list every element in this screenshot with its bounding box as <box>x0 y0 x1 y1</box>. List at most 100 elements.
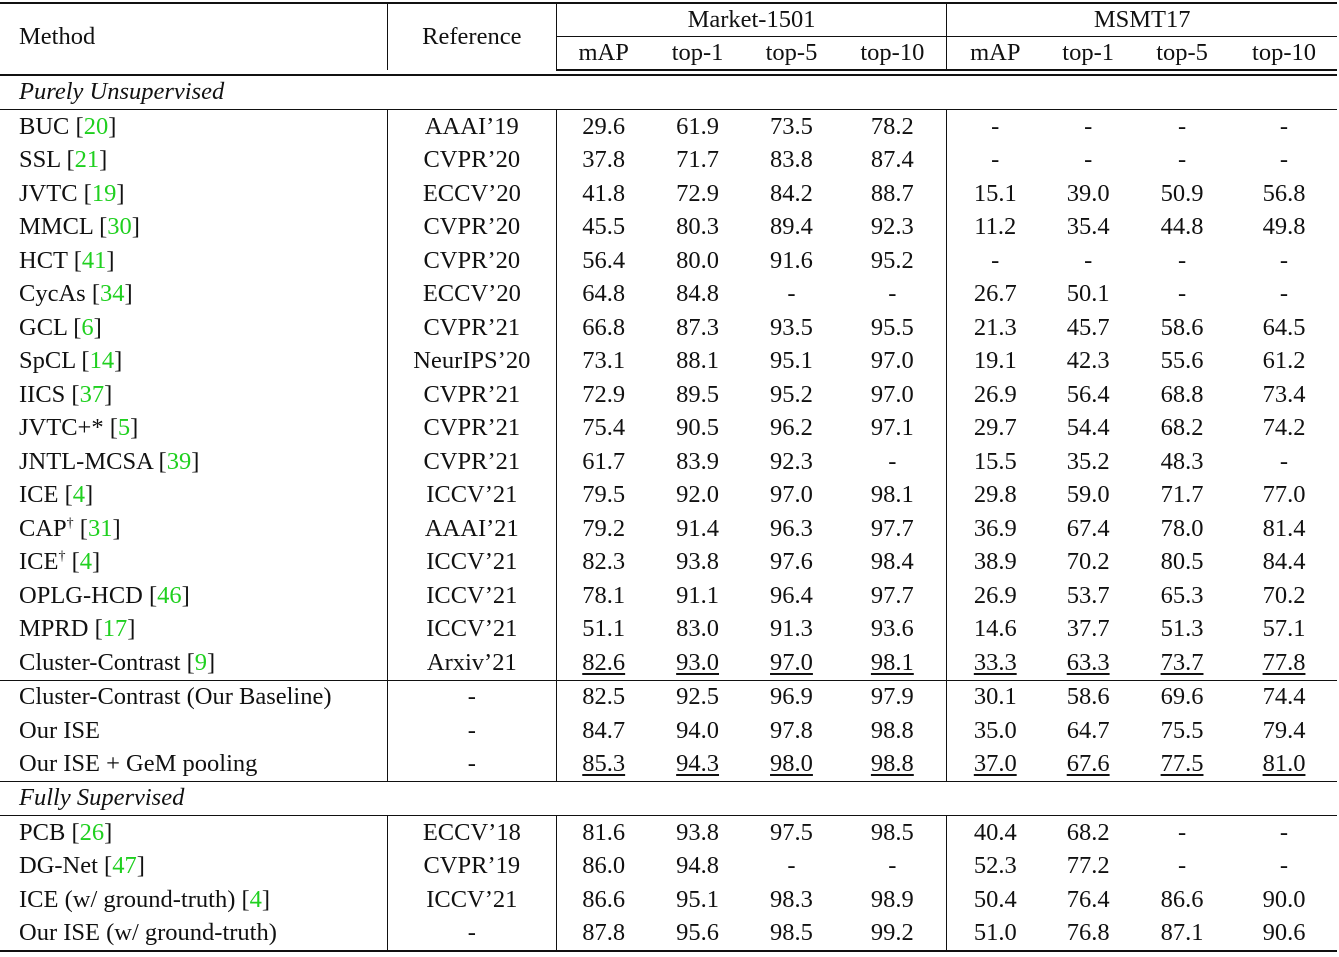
market-top1-value: 94.8 <box>676 852 720 879</box>
market-map-cell: 85.3 <box>556 747 651 782</box>
citation-link[interactable]: 41 <box>81 246 107 274</box>
method-cell: JVTC+* [5] <box>19 414 139 441</box>
market-top5-value: 97.0 <box>770 481 813 508</box>
citation-link[interactable]: 37 <box>79 380 105 408</box>
method-cell: OPLG-HCD [46] <box>19 581 190 609</box>
citation-link[interactable]: 47 <box>112 852 137 879</box>
market-top1-value: 93.8 <box>676 548 720 575</box>
citation-link[interactable]: 9 <box>194 648 208 676</box>
market-top10-value: 98.1 <box>870 648 914 676</box>
msmt-top5-cell: 44.8 <box>1133 211 1231 245</box>
method-name: CAP <box>19 514 67 542</box>
msmt-top1-cell: 50.1 <box>1043 278 1133 312</box>
msmt-map-cell: 15.1 <box>947 177 1043 211</box>
msmt-top5-value: 48.3 <box>1160 447 1204 475</box>
method-name: IICS <box>19 380 66 408</box>
method-cell: JNTL-MCSA [39] <box>19 447 200 475</box>
msmt-top1-value: 54.4 <box>1066 414 1110 441</box>
column-header-reference: Reference <box>386 2 557 70</box>
market-top5-cell: 91.3 <box>745 613 839 647</box>
method-name: SpCL <box>19 347 76 374</box>
citation-link[interactable]: 31 <box>87 514 113 542</box>
msmt-top5-cell: 58.6 <box>1133 311 1231 345</box>
msmt-map-value: 26.9 <box>973 380 1017 408</box>
market-map-value: 82.3 <box>582 548 626 575</box>
citation-link[interactable]: 4 <box>72 481 86 508</box>
msmt-top1-cell: 39.0 <box>1043 177 1133 211</box>
msmt-top5-value: 75.5 <box>1160 716 1204 744</box>
msmt-top5-cell: 80.5 <box>1133 546 1231 580</box>
method-name: ICE <box>19 548 59 575</box>
market-top5-value: 96.2 <box>770 414 813 441</box>
market-top10-cell: 97.0 <box>838 378 948 412</box>
market-top5-cell: 97.0 <box>744 646 839 681</box>
table-row: CAP† [31] AAAI’21 79.2 91.4 96.3 97.7 36.9 67.4… <box>0 512 1337 546</box>
market-map-cell: 72.9 <box>556 378 650 412</box>
market-map-value: 66.8 <box>582 313 626 341</box>
dagger-marker: † <box>58 549 66 564</box>
method-cell: GCL [6] <box>19 313 102 341</box>
msmt-top10-value: 77.0 <box>1262 481 1306 508</box>
citation-link[interactable]: 14 <box>89 347 115 374</box>
reference-cell: ECCV’20 <box>386 177 557 211</box>
msmt-map-cell: 38.9 <box>947 546 1043 580</box>
method-name: Cluster-Contrast (Our Baseline) <box>19 683 332 710</box>
market-top5-value: 89.4 <box>770 213 813 240</box>
msmt-top10-cell: - <box>1231 816 1337 850</box>
msmt-top1-cell: 77.2 <box>1043 850 1133 884</box>
citation-link[interactable]: 39 <box>166 447 192 475</box>
msmt-map-cell: 21.3 <box>947 311 1043 345</box>
reference-cell: - <box>386 680 557 714</box>
msmt-top1-cell: - <box>1043 110 1133 144</box>
market-top10-value: 95.5 <box>870 313 914 341</box>
market-map-value: 61.7 <box>582 447 626 475</box>
citation-link[interactable]: 17 <box>102 615 128 642</box>
msmt-map-value: - <box>991 112 1000 140</box>
msmt-top10-cell: - <box>1231 850 1337 884</box>
table-row: ICE (w/ ground-truth) [4] ICCV’21 86.6 95.1… <box>0 883 1337 917</box>
citation-link[interactable]: 5 <box>117 414 131 441</box>
citation-link[interactable]: 46 <box>157 581 182 609</box>
citation-link[interactable]: 21 <box>74 146 100 173</box>
market-top1-value: 92.5 <box>676 683 720 710</box>
citation-link[interactable]: 6 <box>81 313 94 341</box>
market-map-cell: 64.8 <box>556 278 650 312</box>
market-top10-cell: 97.7 <box>838 512 948 546</box>
method-name: JNTL-MCSA <box>19 447 153 475</box>
msmt-top5-value: 73.7 <box>1160 648 1204 676</box>
citation-link[interactable]: 30 <box>107 213 132 240</box>
market-top5-cell: 98.0 <box>744 747 839 782</box>
msmt-top1-value: 76.8 <box>1066 919 1110 946</box>
citation-link[interactable]: 26 <box>79 818 105 846</box>
market-top1-cell: 89.5 <box>651 378 745 412</box>
table-row: JNTL-MCSA [39] CVPR’21 61.7 83.9 92.3 - 15.5 35… <box>0 445 1337 479</box>
citation-link[interactable]: 4 <box>79 548 93 575</box>
citation-link[interactable]: 34 <box>100 280 125 307</box>
market-top5-cell: 97.0 <box>745 479 839 513</box>
market-top10-cell: - <box>838 445 948 479</box>
market-map-cell: 75.4 <box>556 412 650 446</box>
msmt-map-cell: - <box>947 144 1043 178</box>
msmt-top10-cell: 90.0 <box>1231 883 1337 917</box>
market-top10-value: - <box>888 280 897 307</box>
msmt-top1-value: 39.0 <box>1066 179 1110 207</box>
msmt-top10-cell: 81.0 <box>1231 747 1337 782</box>
market-map-value: 45.5 <box>582 213 626 240</box>
citation-link[interactable]: 19 <box>91 179 117 207</box>
msmt-top5-value: 87.1 <box>1160 919 1204 946</box>
table-row: Our ISE -84.7 94.0 97.8 98.8 35.0 64.7 75.5 79.4 <box>0 714 1337 748</box>
market-top1-value: 80.3 <box>676 213 720 240</box>
table-row: SpCL [14] NeurIPS’20 73.1 88.1 95.1 97.0 19.1 4… <box>0 344 1337 378</box>
market-top10-value: 99.2 <box>870 919 914 946</box>
method-name: OPLG-HCD <box>19 581 143 609</box>
market-top5-cell: 92.3 <box>745 445 839 479</box>
msmt-top1-value: 67.6 <box>1066 750 1110 777</box>
method-cell: SpCL [14] <box>19 347 123 374</box>
market-top10-value: 98.9 <box>870 885 914 913</box>
citation-link[interactable]: 4 <box>249 885 262 913</box>
citation-link[interactable]: 20 <box>83 112 109 140</box>
method-name: JVTC <box>19 179 78 207</box>
market-map-cell: 29.6 <box>556 110 650 144</box>
market-top10-cell: 97.1 <box>838 411 948 445</box>
market-map-cell: 51.1 <box>556 613 650 647</box>
